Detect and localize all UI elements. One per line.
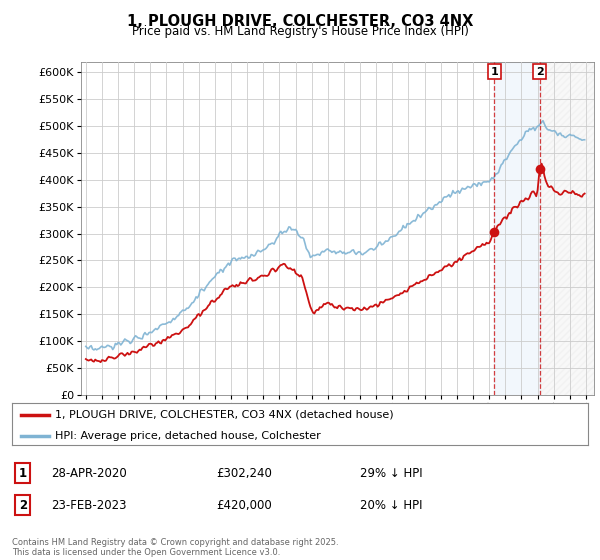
Text: 1: 1: [19, 466, 27, 480]
Text: HPI: Average price, detached house, Colchester: HPI: Average price, detached house, Colc…: [55, 431, 321, 441]
Text: 23-FEB-2023: 23-FEB-2023: [51, 498, 127, 512]
Text: 1: 1: [490, 67, 498, 77]
Text: 29% ↓ HPI: 29% ↓ HPI: [360, 466, 422, 480]
Text: 20% ↓ HPI: 20% ↓ HPI: [360, 498, 422, 512]
Text: 2: 2: [19, 498, 27, 512]
Text: 1, PLOUGH DRIVE, COLCHESTER, CO3 4NX: 1, PLOUGH DRIVE, COLCHESTER, CO3 4NX: [127, 14, 473, 29]
Text: £302,240: £302,240: [216, 466, 272, 480]
Bar: [494, 62, 540, 395]
Text: £420,000: £420,000: [216, 498, 272, 512]
Text: Contains HM Land Registry data © Crown copyright and database right 2025.
This d: Contains HM Land Registry data © Crown c…: [12, 538, 338, 557]
Text: 2: 2: [536, 67, 544, 77]
Text: Price paid vs. HM Land Registry's House Price Index (HPI): Price paid vs. HM Land Registry's House …: [131, 25, 469, 38]
Bar: [540, 62, 594, 395]
Text: 1, PLOUGH DRIVE, COLCHESTER, CO3 4NX (detached house): 1, PLOUGH DRIVE, COLCHESTER, CO3 4NX (de…: [55, 410, 394, 420]
Text: 28-APR-2020: 28-APR-2020: [51, 466, 127, 480]
